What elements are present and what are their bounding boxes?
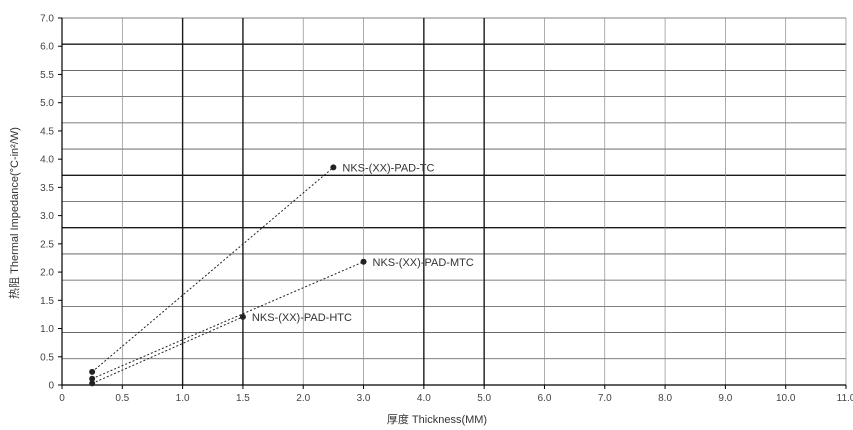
series-1: NKS-(XX)-PAD-TC — [89, 162, 435, 375]
x-tick-label: 9.0 — [718, 393, 732, 404]
data-point — [89, 368, 96, 375]
x-axis-title: 厚度 Thickness(MM) — [387, 412, 487, 426]
y-tick-labels: 0 0.5 1.0 1.5 2.0 2.5 3.0 3.5 4.0 4.5 5.0 5.5 6.0 7.0 — [40, 14, 62, 392]
x-tick-label: 11.0 — [837, 393, 853, 404]
x-tick-label: 3.0 — [357, 393, 371, 404]
y-tick-label: 4.0 — [40, 155, 54, 166]
y-tick-label: 4.5 — [40, 126, 54, 137]
series-line — [91, 167, 334, 373]
y-tick-label: 2.0 — [40, 268, 54, 279]
x-tick-label: 7.0 — [598, 393, 612, 404]
series-line — [91, 261, 364, 380]
y-tick-label: 6.0 — [40, 42, 54, 53]
data-point — [360, 258, 367, 265]
series-label: NKS-(XX)-PAD-MTC — [373, 257, 474, 269]
series-label: NKS-(XX)-PAD-TC — [342, 162, 434, 174]
series-line — [91, 316, 244, 384]
y-axis-title: 热阻 Thermal Impedance(°C-in²/W) — [8, 127, 21, 299]
x-tick-label: 4.0 — [417, 393, 431, 404]
y-tick-label: 1.5 — [40, 296, 54, 307]
series-3: NKS-(XX)-PAD-HTC — [89, 312, 352, 387]
x-tick-label: 0.5 — [115, 393, 129, 404]
y-tick-label: 0 — [48, 381, 54, 392]
y-tick-label: 5.0 — [40, 98, 54, 109]
y-tick-label: 0.5 — [40, 352, 54, 363]
x-tick-label: 8.0 — [658, 393, 672, 404]
x-tick-labels: 0 0.5 1.0 1.5 2.0 3.0 4.0 5.0 6.0 7.0 8.0 9.0 10.0 11… — [59, 385, 853, 404]
x-tick-label: 1.5 — [236, 393, 250, 404]
series: NKS-(XX)-PAD-TC NKS-(XX)-PAD-MTC NKS-(XX)-… — [89, 162, 474, 387]
y-tick-label: 5.5 — [40, 70, 54, 81]
x-tick-label: 0 — [59, 393, 65, 404]
data-point — [239, 313, 246, 320]
series-2: NKS-(XX)-PAD-MTC — [89, 257, 474, 382]
axes — [61, 18, 846, 386]
x-tick-label: 1.0 — [176, 393, 190, 404]
grid — [62, 17, 847, 385]
x-tick-label: 6.0 — [538, 393, 552, 404]
data-point — [89, 375, 96, 382]
y-tick-label: 3.5 — [40, 183, 54, 194]
x-tick-label: 10.0 — [776, 393, 796, 404]
x-tick-label: 2.0 — [296, 393, 310, 404]
y-tick-label: 3.0 — [40, 211, 54, 222]
y-tick-label: 1.0 — [40, 324, 54, 335]
data-point — [89, 380, 96, 387]
data-point — [330, 164, 337, 171]
y-tick-label: 2.5 — [40, 239, 54, 250]
y-tick-label: 7.0 — [40, 14, 54, 25]
x-tick-label: 5.0 — [477, 393, 491, 404]
series-label: NKS-(XX)-PAD-HTC — [252, 312, 352, 324]
